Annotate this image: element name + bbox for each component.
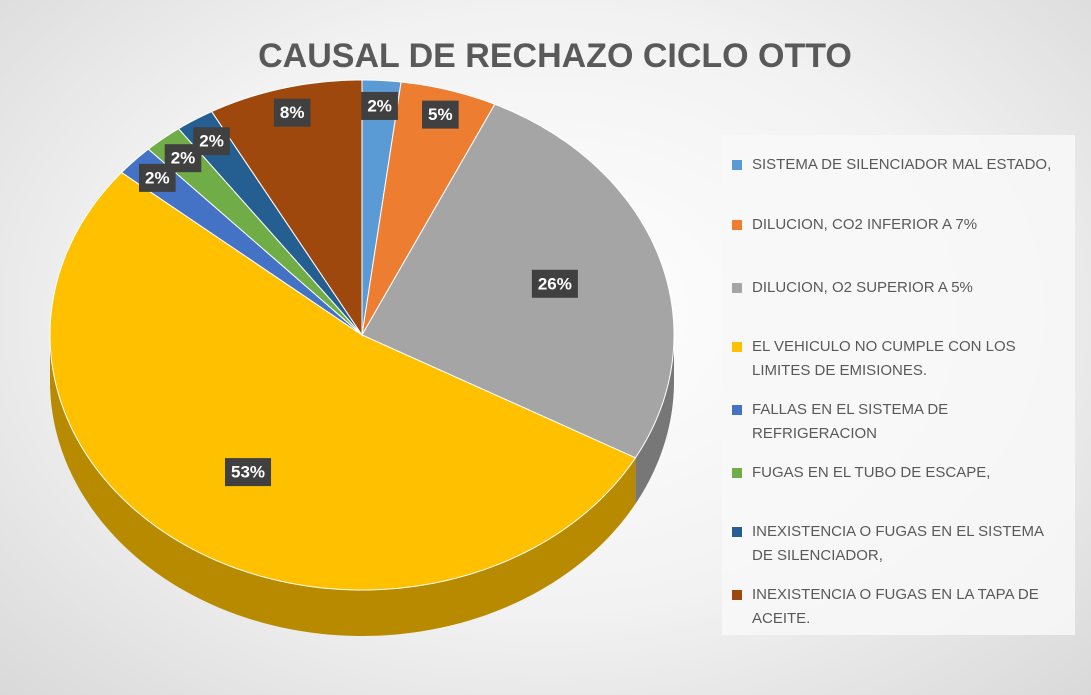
legend-swatch [732, 220, 742, 230]
legend-swatch [732, 468, 742, 478]
legend-swatch [732, 405, 742, 415]
data-label-box [361, 91, 398, 120]
slice [210, 79, 363, 337]
legend-item: FUGAS EN EL TUBO DE ESCAPE, [732, 461, 1062, 485]
data-label: 2% [171, 149, 196, 168]
legend-swatch [732, 527, 742, 537]
legend-label: SISTEMA DE SILENCIADOR MAL ESTADO, [752, 156, 1052, 173]
legend-swatch [732, 590, 742, 600]
slice-side [50, 335, 636, 636]
legend-swatch [732, 283, 742, 293]
slice [361, 81, 496, 336]
legend-item: DILUCION, O2 SUPERIOR A 5% [732, 276, 1062, 300]
data-label-box [193, 127, 230, 156]
legend-item: FALLAS EN EL SISTEMA DE REFRIGERACION [732, 398, 1062, 446]
slice [49, 171, 637, 591]
data-label: 5% [428, 105, 453, 124]
legend-label: DILUCION, O2 SUPERIOR A 5% [752, 279, 973, 296]
data-label: 53% [231, 463, 265, 482]
legend-label: EL VEHICULO NO CUMPLE CON LOS LIMITES DE… [752, 338, 1016, 379]
data-label: 8% [280, 103, 305, 122]
data-label: 2% [367, 96, 392, 115]
legend-item: INEXISTENCIA O FUGAS EN LA TAPA DE ACEIT… [732, 583, 1062, 631]
legend-item: SISTEMA DE SILENCIADOR MAL ESTADO, [732, 153, 1062, 177]
data-label-box [224, 458, 272, 487]
legend-item: INEXISTENCIA O FUGAS EN EL SISTEMA DE SI… [732, 520, 1062, 568]
slice [147, 128, 363, 336]
data-label-box [531, 269, 578, 298]
legend-swatch [732, 160, 742, 170]
data-label-box [422, 100, 459, 129]
legend-label: DILUCION, CO2 INFERIOR A 7% [752, 216, 978, 233]
data-label-box [273, 98, 311, 127]
data-label: 26% [538, 274, 572, 293]
slice [177, 110, 363, 336]
data-label: 2% [199, 132, 224, 151]
legend: SISTEMA DE SILENCIADOR MAL ESTADO, DILUCI… [722, 135, 1075, 635]
chart-title: CAUSAL DE RECHAZO CICLO OTTO [258, 37, 852, 75]
legend-item: EL VEHICULO NO CUMPLE CON LOS LIMITES DE… [732, 335, 1062, 383]
legend-label: INEXISTENCIA O FUGAS EN EL SISTEMA DE SI… [752, 523, 1044, 564]
legend-label: INEXISTENCIA O FUGAS EN LA TAPA DE ACEIT… [752, 586, 1039, 627]
slice [120, 148, 363, 336]
legend-swatch [732, 342, 742, 352]
legend-item: DILUCION, CO2 INFERIOR A 7% [732, 213, 1062, 237]
slice [361, 103, 675, 459]
slice-side [635, 335, 674, 504]
legend-label: FALLAS EN EL SISTEMA DE REFRIGERACION [752, 401, 949, 442]
data-label: 2% [145, 168, 170, 187]
legend-label: FUGAS EN EL TUBO DE ESCAPE, [752, 464, 991, 481]
